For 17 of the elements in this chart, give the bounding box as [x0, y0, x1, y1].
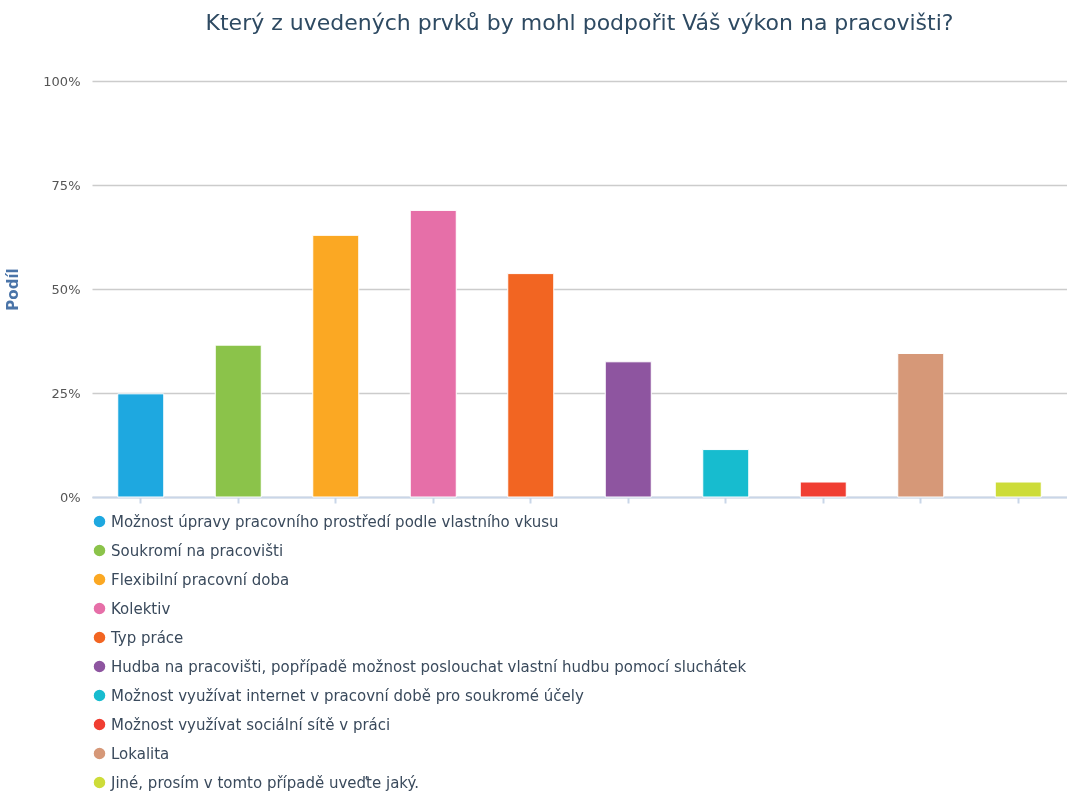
legend-label: Hudba na pracovišti, popřípadě možnost poslouchat vlastní hudbu pomocí sluchátek [111, 657, 747, 676]
legend-label: Možnost využívat internet v pracovní době pro soukromé účely [111, 686, 584, 705]
y-tick-label: 0% [59, 489, 81, 505]
y-tick-label: 25% [51, 385, 81, 401]
y-axis-title: Podíl [4, 268, 23, 311]
legend-label: Možnost využívat sociální sítě v práci [111, 715, 391, 734]
legend-label: Flexibilní pracovní doba [111, 570, 290, 589]
legend-label: Kolektiv [111, 599, 171, 618]
y-tick-label: 100% [43, 73, 81, 89]
legend-label: Typ práce [110, 628, 184, 647]
legend-label: Jiné, prosím v tomto případě uveďte jaký. [110, 773, 420, 792]
y-tick-label: 50% [51, 281, 81, 297]
legend-label: Možnost úpravy pracovního prostředí podle vlastního vkusu [111, 512, 559, 531]
y-tick-label: 75% [51, 177, 81, 193]
chart-title: Který z uvedených prvků by mohl podpořit Váš výkon na pracovišti? [205, 10, 954, 35]
legend-label: Soukromí na pracovišti [111, 541, 284, 560]
legend-label: Lokalita [111, 744, 170, 763]
